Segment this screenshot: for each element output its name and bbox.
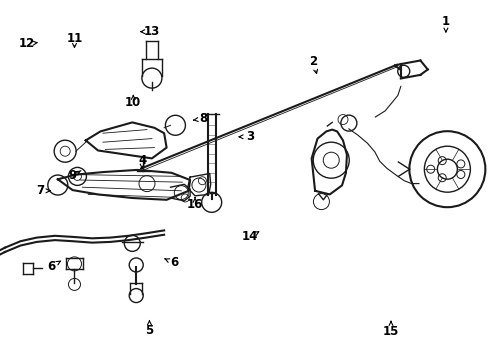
Text: 12: 12 xyxy=(19,37,35,50)
Text: 6: 6 xyxy=(170,256,178,269)
Text: 10: 10 xyxy=(125,96,142,109)
Text: 3: 3 xyxy=(246,130,254,143)
Text: 1: 1 xyxy=(442,15,450,28)
Text: 5: 5 xyxy=(146,324,153,337)
Text: 14: 14 xyxy=(242,230,258,243)
Text: 7: 7 xyxy=(36,184,44,197)
Text: 15: 15 xyxy=(383,325,399,338)
Text: 8: 8 xyxy=(199,112,207,125)
Text: 11: 11 xyxy=(66,32,83,45)
Text: 6: 6 xyxy=(48,260,55,273)
Text: 13: 13 xyxy=(144,25,160,38)
Text: 4: 4 xyxy=(138,154,146,167)
Text: 2: 2 xyxy=(310,55,318,68)
Text: 16: 16 xyxy=(187,198,203,211)
Text: 9: 9 xyxy=(69,169,76,182)
